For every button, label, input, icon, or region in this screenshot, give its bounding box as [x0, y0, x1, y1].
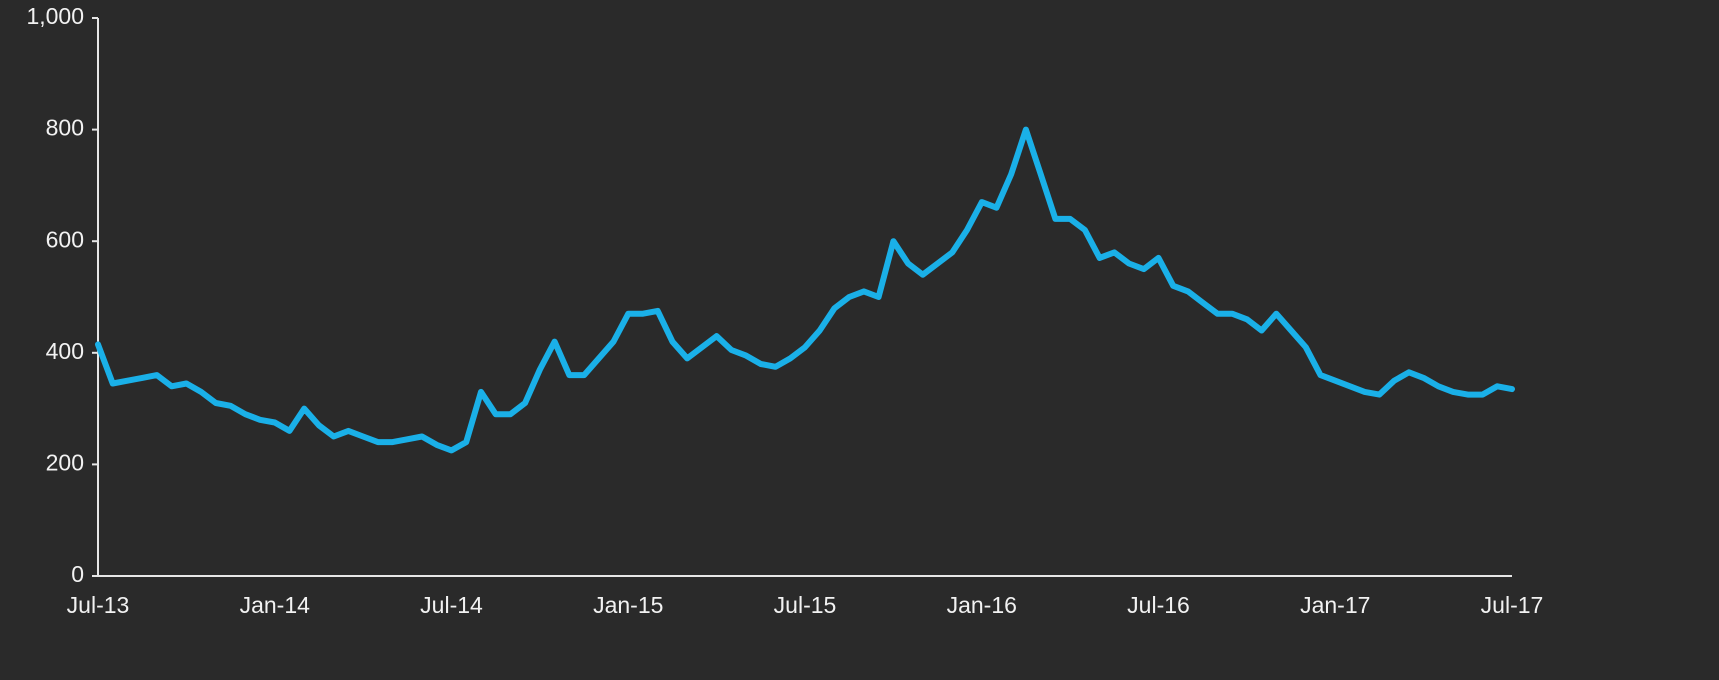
x-tick-label: Jan-16 — [947, 592, 1017, 618]
y-tick-label: 800 — [46, 115, 84, 141]
data-line — [95, 126, 1515, 454]
x-tick-label: Jul-16 — [1127, 592, 1190, 618]
y-tick-label: 200 — [46, 449, 84, 475]
x-tick-label: Jul-17 — [1481, 592, 1544, 618]
x-tick-label: Jan-17 — [1300, 592, 1370, 618]
x-tick-label: Jul-14 — [420, 592, 483, 618]
y-tick-label: 400 — [46, 338, 84, 364]
x-tick-label: Jan-14 — [240, 592, 311, 618]
y-tick-label: 1,000 — [26, 3, 84, 29]
y-tick-label: 0 — [71, 561, 84, 587]
x-tick-label: Jan-15 — [593, 592, 663, 618]
x-tick-label: Jul-13 — [67, 592, 130, 618]
y-tick-label: 600 — [46, 226, 84, 252]
x-tick-label: Jul-15 — [774, 592, 837, 618]
